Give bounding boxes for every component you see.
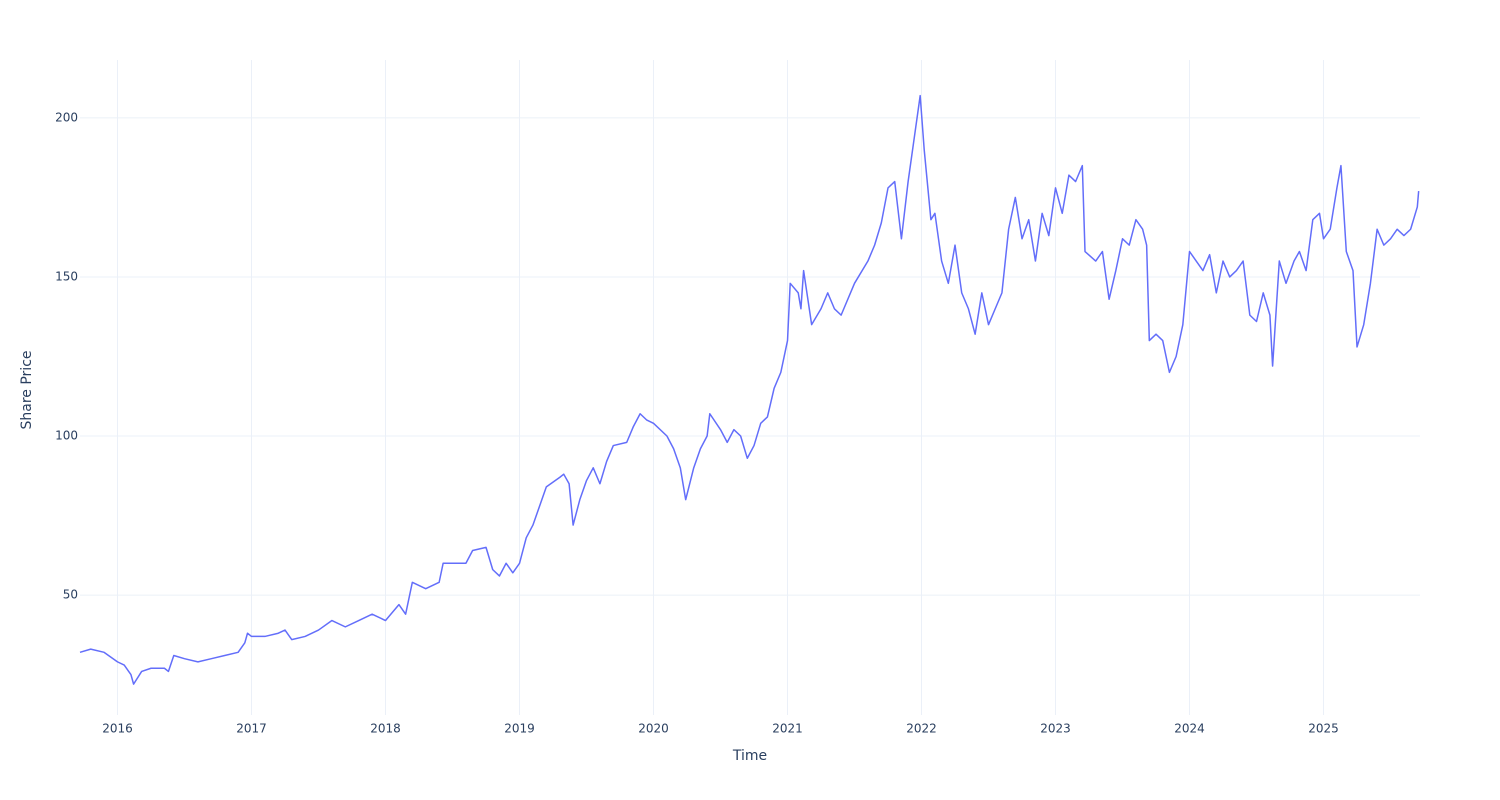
y-tick-label: 50 [63, 588, 78, 602]
x-tick-label: 2017 [236, 722, 267, 736]
x-tick-label: 2023 [1040, 722, 1071, 736]
y-tick-label: 100 [55, 429, 78, 443]
price-line [79, 94, 1420, 685]
x-tick-label: 2016 [102, 722, 133, 736]
y-tick-label: 200 [55, 110, 78, 124]
x-tick-label: 2021 [772, 722, 803, 736]
x-tick-label: 2024 [1174, 722, 1205, 736]
x-tick-label: 2025 [1308, 722, 1339, 736]
x-tick-label: 2019 [504, 722, 535, 736]
x-tick-label: 2018 [370, 722, 401, 736]
x-tick-label: 2022 [906, 722, 937, 736]
y-axis-title: Share Price [19, 350, 35, 429]
x-tick-label: 2020 [638, 722, 669, 736]
y-tick-label: 150 [55, 269, 78, 283]
x-axis-title: Time [732, 748, 767, 764]
